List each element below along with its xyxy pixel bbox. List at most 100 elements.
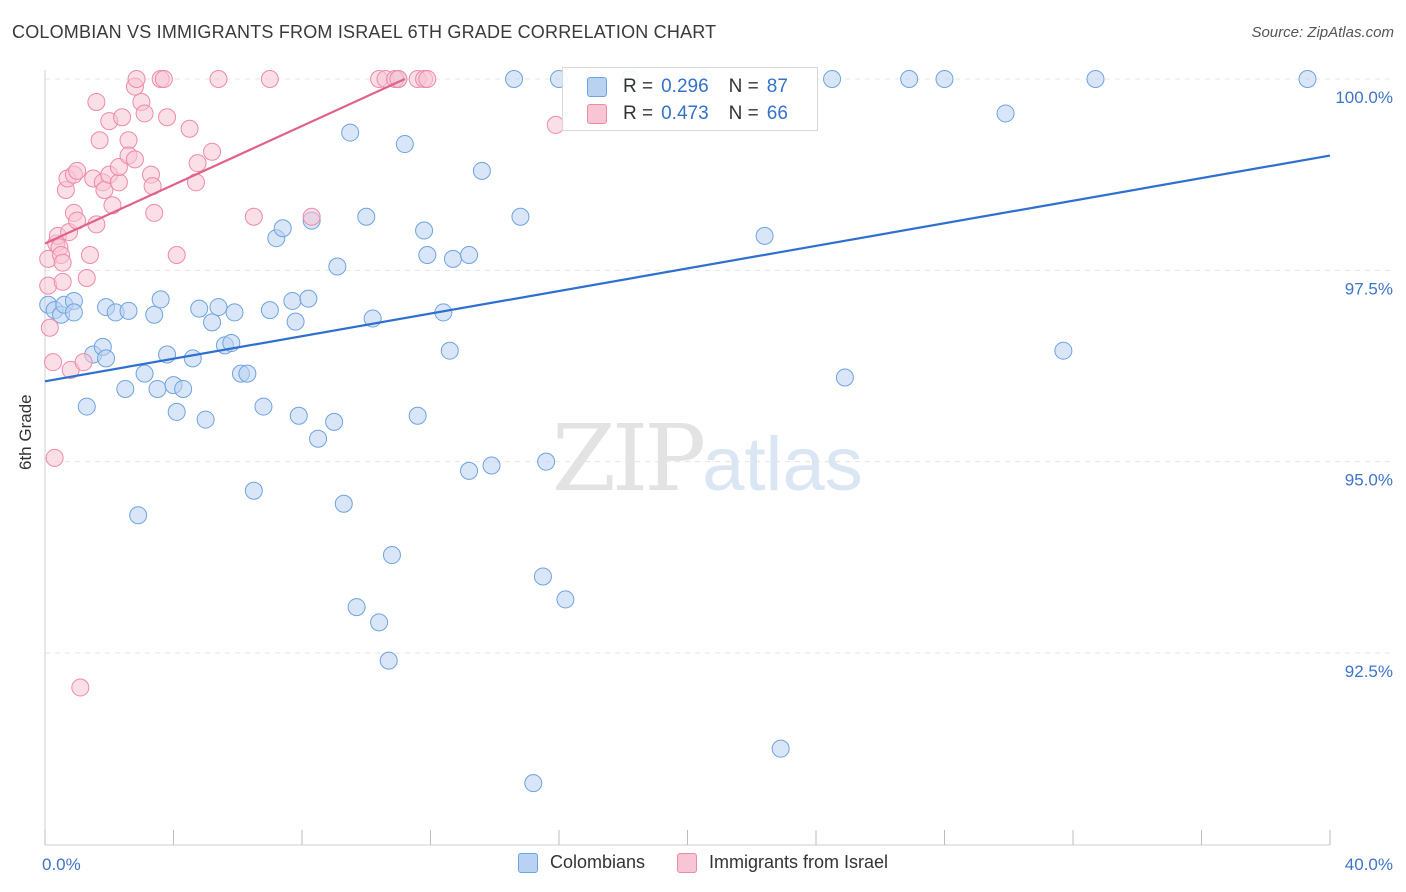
legend-n-label: N = bbox=[728, 76, 759, 97]
israel-point bbox=[260, 70, 279, 88]
colombians-point bbox=[203, 313, 222, 332]
israel-point bbox=[53, 272, 72, 291]
colombians-point bbox=[347, 598, 366, 617]
israel-point bbox=[80, 246, 99, 265]
colombians-point bbox=[835, 368, 854, 387]
colombians-point bbox=[334, 494, 353, 513]
israel-point bbox=[109, 158, 128, 177]
legend-item-israel[interactable]: Immigrants from Israel bbox=[677, 852, 888, 873]
colombians-point bbox=[1298, 70, 1317, 88]
colombians-point bbox=[77, 397, 96, 416]
colombians-point bbox=[151, 290, 170, 309]
israel-points bbox=[39, 70, 565, 697]
israel-point bbox=[244, 207, 263, 226]
israel-trend-line bbox=[44, 77, 406, 245]
colombians-point bbox=[755, 226, 774, 245]
colombians-point bbox=[1086, 70, 1105, 88]
israel-point bbox=[209, 70, 228, 88]
legend-r-value: 0.473 bbox=[661, 103, 709, 124]
colombians-point bbox=[900, 70, 919, 88]
colombians-point bbox=[408, 406, 427, 425]
colombians-point bbox=[395, 135, 414, 154]
israel-point bbox=[188, 154, 207, 173]
israel-point bbox=[68, 161, 87, 180]
legend-r-value: 0.296 bbox=[661, 76, 709, 97]
israel-point bbox=[71, 678, 90, 697]
israel-point bbox=[74, 353, 93, 372]
stats-legend: R = 0.296 N = 87 R = 0.473 N = 66 bbox=[562, 67, 818, 131]
legend-item-colombians[interactable]: Colombians bbox=[517, 852, 645, 873]
colombians-point bbox=[1054, 341, 1073, 360]
x-tick-label: 40.0% bbox=[1345, 855, 1393, 874]
colombians-point bbox=[286, 312, 305, 331]
colombians-point bbox=[341, 123, 360, 142]
colombians-point bbox=[996, 104, 1015, 123]
israel-point bbox=[302, 207, 321, 226]
israel-point bbox=[167, 246, 186, 265]
colombians-point bbox=[129, 506, 148, 525]
colombians-point bbox=[537, 452, 556, 471]
legend-n-value: 66 bbox=[766, 103, 788, 124]
colombians-point bbox=[244, 481, 263, 500]
colombians-point bbox=[145, 305, 164, 324]
colombians-point bbox=[119, 301, 138, 320]
colombians-point bbox=[183, 349, 202, 368]
colombians-points bbox=[39, 70, 1317, 793]
trend-lines bbox=[44, 77, 1331, 383]
colombians-point bbox=[771, 739, 790, 758]
colombians-point bbox=[440, 341, 459, 360]
colombians-point bbox=[309, 429, 328, 448]
chart-title: COLOMBIAN VS IMMIGRANTS FROM ISRAEL 6TH … bbox=[12, 22, 717, 42]
israel-point bbox=[44, 353, 63, 372]
legend-label: Immigrants from Israel bbox=[709, 852, 889, 872]
watermark-atlas: atlas bbox=[702, 422, 863, 507]
colombians-point bbox=[289, 406, 308, 425]
colombians-point bbox=[135, 364, 154, 383]
colombians-point bbox=[174, 379, 193, 398]
israel-point bbox=[158, 108, 177, 127]
israel-point bbox=[87, 92, 106, 111]
israel-point bbox=[127, 70, 146, 88]
colombians-point bbox=[935, 70, 954, 88]
colombians-point bbox=[209, 298, 228, 317]
colombians-point bbox=[505, 70, 524, 88]
legend-n-label: N = bbox=[728, 103, 759, 124]
colombians-point bbox=[460, 461, 479, 480]
colombians-point bbox=[823, 70, 842, 88]
y-tick-label: 92.5% bbox=[1345, 662, 1393, 681]
colombians-point bbox=[190, 299, 209, 318]
y-tick-label: 100.0% bbox=[1335, 88, 1393, 107]
colombians-point bbox=[273, 219, 292, 238]
israel-point bbox=[109, 173, 128, 192]
x-tick-label: 0.0% bbox=[42, 855, 81, 874]
colombians-point bbox=[260, 301, 279, 320]
israel-point bbox=[154, 70, 173, 88]
legend-r-label: R = bbox=[623, 76, 654, 97]
israel-point bbox=[53, 253, 72, 272]
colombians-point bbox=[524, 774, 543, 793]
colombians-point bbox=[97, 349, 116, 368]
israel-point bbox=[180, 119, 199, 138]
colombians-point bbox=[482, 456, 501, 475]
israel-point bbox=[135, 104, 154, 123]
israel-point bbox=[90, 131, 109, 150]
colombians-point bbox=[370, 613, 389, 632]
colombians-point bbox=[556, 590, 575, 609]
watermark: ZIPatlas bbox=[552, 405, 863, 512]
colombians-point bbox=[533, 567, 552, 586]
colombians-point bbox=[418, 246, 437, 265]
israel-point bbox=[125, 150, 144, 169]
israel-point bbox=[145, 203, 164, 222]
legend-r-label: R = bbox=[623, 103, 654, 124]
colombians-point bbox=[460, 246, 479, 265]
israel-point bbox=[418, 70, 437, 88]
y-axis-label: 6th Grade bbox=[16, 394, 35, 470]
legend-n-value: 87 bbox=[766, 76, 788, 97]
colombians-point bbox=[238, 364, 257, 383]
legend-swatch-pink bbox=[677, 852, 697, 873]
colombians-point bbox=[116, 379, 135, 398]
colombians-point bbox=[472, 161, 491, 180]
colombians-point bbox=[225, 303, 244, 322]
colombians-trend-line bbox=[44, 154, 1331, 383]
